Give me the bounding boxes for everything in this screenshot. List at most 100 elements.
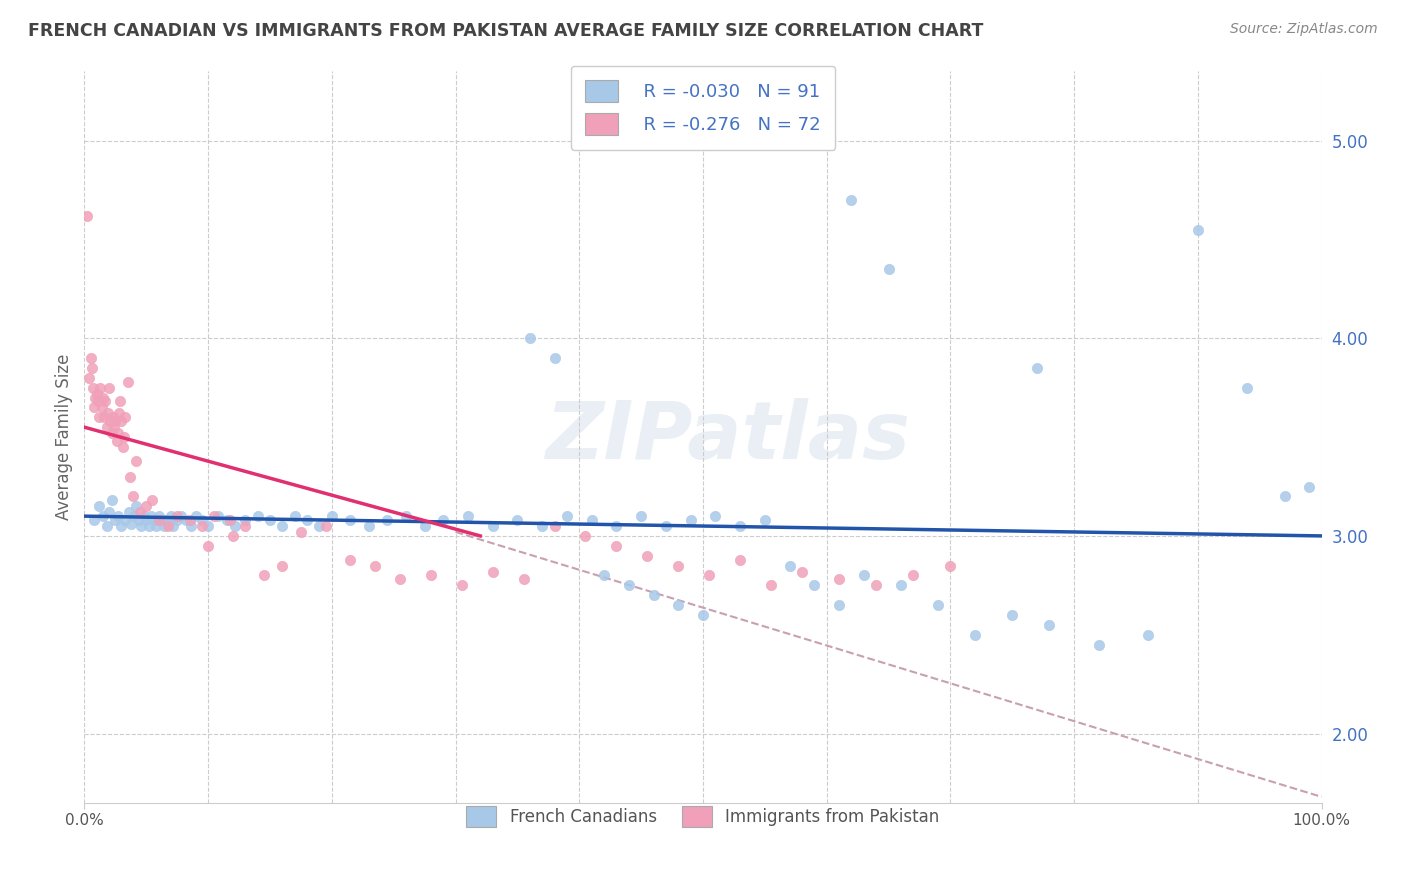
Point [141,509,163,524]
Point [481,519,503,533]
Point [180,519,202,533]
Point [135,513,157,527]
Point [76,209,98,223]
Point [939,558,962,573]
Point [1001,607,1024,622]
Text: Source: ZipAtlas.com: Source: ZipAtlas.com [1230,22,1378,37]
Point [145,519,167,533]
Point [152,519,174,533]
Point [512,573,534,587]
Point [803,578,825,592]
Point [754,513,776,527]
Point [841,193,863,207]
Point [150,513,173,527]
Point [79,371,101,385]
Point [1137,628,1160,642]
Point [233,519,256,533]
Point [605,519,627,533]
Point [790,565,813,579]
Point [128,513,150,527]
Point [1236,381,1258,395]
Point [315,519,337,533]
Point [91,509,114,524]
Point [110,519,132,533]
Point [271,519,294,533]
Point [112,430,135,444]
Y-axis label: Average Family Size: Average Family Size [55,354,73,520]
Point [157,517,180,532]
Point [114,513,136,527]
Point [125,454,148,468]
Point [728,552,751,566]
Point [377,513,399,527]
Point [184,509,207,524]
Point [101,410,124,425]
Point [457,509,479,524]
Point [215,513,238,527]
Point [890,578,912,592]
Point [543,519,565,533]
Point [202,509,225,524]
Point [605,539,627,553]
Point [118,505,141,519]
Point [1026,360,1049,375]
Point [117,375,139,389]
Point [388,573,411,587]
Point [617,578,640,592]
Point [759,578,782,592]
Point [129,505,152,519]
Point [1298,479,1320,493]
Point [207,509,229,524]
Point [253,568,276,582]
Point [593,568,616,582]
Point [89,500,111,514]
Point [339,513,361,527]
Point [83,401,105,415]
Point [555,509,578,524]
Point [104,414,127,428]
Point [179,513,201,527]
Point [110,394,132,409]
Point [636,549,658,563]
Point [828,573,851,587]
Point [141,493,163,508]
Point [142,513,165,527]
Point [321,509,343,524]
Point [120,469,142,483]
Point [284,509,307,524]
Point [148,513,170,527]
Text: ZIPatlas: ZIPatlas [546,398,910,476]
Point [87,394,110,409]
Point [364,558,387,573]
Point [630,509,652,524]
Point [531,519,554,533]
Point [224,519,246,533]
Point [197,519,219,533]
Point [98,505,121,519]
Point [89,381,111,395]
Point [114,410,136,425]
Point [103,420,125,434]
Point [903,568,925,582]
Point [108,406,131,420]
Point [506,513,529,527]
Point [191,513,214,527]
Point [104,513,127,527]
Point [692,607,714,622]
Point [98,381,121,395]
Point [290,524,312,539]
Point [339,552,361,566]
Point [157,519,180,533]
Point [865,578,887,592]
Point [1187,222,1209,236]
Point [80,360,103,375]
Point [1088,638,1111,652]
Point [166,513,188,527]
Point [191,519,214,533]
Point [100,426,122,441]
Point [828,598,851,612]
Point [643,588,665,602]
Point [138,519,160,533]
Point [125,500,148,514]
Point [419,568,441,582]
